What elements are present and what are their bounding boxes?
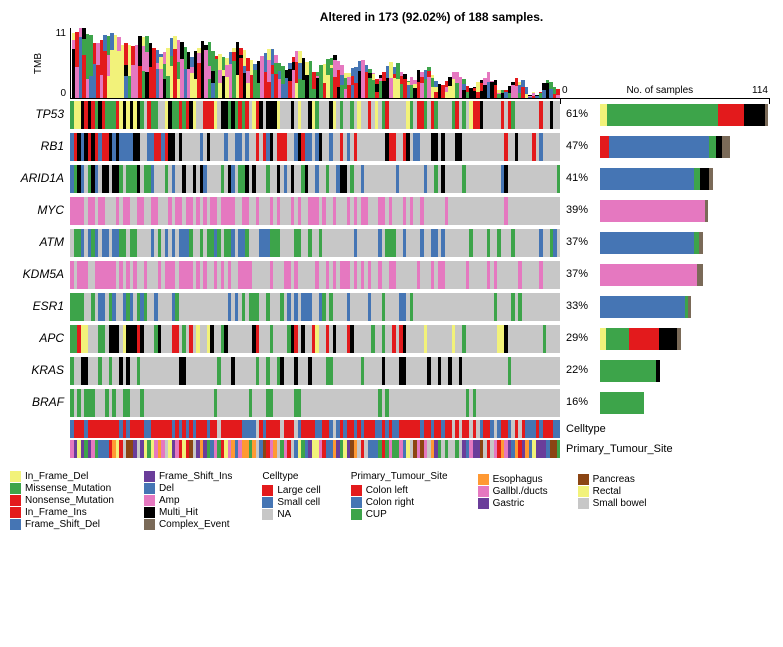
legend-swatch bbox=[262, 485, 273, 496]
legend-swatch bbox=[10, 507, 21, 518]
gene-row bbox=[70, 165, 560, 193]
tmb-barchart bbox=[70, 28, 560, 99]
legend-item: Colon right bbox=[351, 497, 448, 508]
plot-title: Altered in 173 (92.02%) of 188 samples. bbox=[70, 10, 783, 24]
gene-label: MYC bbox=[10, 195, 70, 227]
gene-row bbox=[70, 197, 560, 225]
gene-pct: 47% bbox=[560, 131, 600, 163]
tmb-yaxis: 11 TMB 0 bbox=[10, 28, 70, 99]
gene-row bbox=[70, 293, 560, 321]
legend-item: In_Frame_Ins bbox=[10, 507, 114, 518]
track-label: Celltype bbox=[560, 419, 770, 439]
legend-header: Primary_Tumour_Site bbox=[351, 471, 448, 482]
legend-swatch bbox=[262, 497, 273, 508]
gene-label: ESR1 bbox=[10, 291, 70, 323]
gene-label: BRAF bbox=[10, 387, 70, 419]
legend-swatch bbox=[144, 483, 155, 494]
gene-count-bar bbox=[600, 133, 770, 161]
gene-count-bar bbox=[600, 229, 770, 257]
primary-site-track bbox=[70, 440, 560, 458]
legend-swatch bbox=[351, 485, 362, 496]
legend-swatch bbox=[351, 497, 362, 508]
legend-item: Frame_Shift_Del bbox=[10, 519, 114, 530]
legend-swatch bbox=[10, 483, 21, 494]
gene-count-bar bbox=[600, 197, 770, 225]
gene-row bbox=[70, 261, 560, 289]
gene-row bbox=[70, 357, 560, 385]
gene-label: KDM5A bbox=[10, 259, 70, 291]
legend-item: Gastric bbox=[478, 498, 548, 509]
gene-count-bar bbox=[600, 293, 770, 321]
gene-row bbox=[70, 389, 560, 417]
legend-swatch bbox=[578, 498, 589, 509]
gene-pct: 33% bbox=[560, 291, 600, 323]
legend-swatch bbox=[478, 486, 489, 497]
legend-item: Multi_Hit bbox=[144, 507, 232, 518]
gene-pct: 39% bbox=[560, 195, 600, 227]
legend-item: Complex_Event bbox=[144, 519, 232, 530]
gene-row bbox=[70, 229, 560, 257]
gene-pct: 29% bbox=[560, 323, 600, 355]
legend-item: Rectal bbox=[578, 486, 647, 497]
legend-swatch bbox=[10, 519, 21, 530]
legend-item: CUP bbox=[351, 509, 448, 520]
gene-count-bar bbox=[600, 101, 770, 129]
gene-pct: 61% bbox=[560, 99, 600, 131]
track-label: Primary_Tumour_Site bbox=[560, 439, 770, 459]
gene-pct: 37% bbox=[560, 227, 600, 259]
gene-label: KRAS bbox=[10, 355, 70, 387]
gene-label: ATM bbox=[10, 227, 70, 259]
legend-swatch bbox=[262, 509, 273, 520]
gene-row bbox=[70, 133, 560, 161]
legend-swatch bbox=[10, 495, 21, 506]
gene-label: APC bbox=[10, 323, 70, 355]
legend-swatch bbox=[478, 474, 489, 485]
gene-label: ARID1A bbox=[10, 163, 70, 195]
legend-item: Colon left bbox=[351, 485, 448, 496]
legend-item: In_Frame_Del bbox=[10, 471, 114, 482]
gene-label: TP53 bbox=[10, 99, 70, 131]
legend-swatch bbox=[351, 509, 362, 520]
legend-item: Large cell bbox=[262, 485, 320, 496]
legend-item: Esophagus bbox=[478, 474, 548, 485]
gene-row bbox=[70, 101, 560, 129]
gene-row bbox=[70, 325, 560, 353]
gene-count-bar bbox=[600, 325, 770, 353]
legend-swatch bbox=[578, 486, 589, 497]
legend-item: Pancreas bbox=[578, 474, 647, 485]
gene-count-bar bbox=[600, 389, 770, 417]
legend-item: Nonsense_Mutation bbox=[10, 495, 114, 506]
gene-count-bar bbox=[600, 261, 770, 289]
oncoplot-grid: 11 TMB 0 0No. of samples114 TP53 61% RB1 47… bbox=[10, 28, 783, 459]
legend-item: Small bowel bbox=[578, 498, 647, 509]
gene-count-bar bbox=[600, 165, 770, 193]
samples-axis: 0No. of samples114 bbox=[560, 28, 770, 99]
legend-header: Celltype bbox=[262, 471, 320, 482]
legend-swatch bbox=[478, 498, 489, 509]
legend-item: Missense_Mutation bbox=[10, 483, 114, 494]
legend-swatch bbox=[144, 471, 155, 482]
legend-item: Amp bbox=[144, 495, 232, 506]
gene-count-bar bbox=[600, 357, 770, 385]
gene-label: RB1 bbox=[10, 131, 70, 163]
legend: In_Frame_DelMissense_MutationNonsense_Mu… bbox=[10, 471, 783, 530]
gene-pct: 22% bbox=[560, 355, 600, 387]
gene-pct: 16% bbox=[560, 387, 600, 419]
legend-item: NA bbox=[262, 509, 320, 520]
gene-pct: 37% bbox=[560, 259, 600, 291]
legend-swatch bbox=[144, 519, 155, 530]
legend-item: Small cell bbox=[262, 497, 320, 508]
legend-item: Frame_Shift_Ins bbox=[144, 471, 232, 482]
legend-item: Gallbl./ducts bbox=[478, 486, 548, 497]
celltype-track bbox=[70, 420, 560, 438]
legend-swatch bbox=[578, 474, 589, 485]
legend-swatch bbox=[144, 507, 155, 518]
legend-swatch bbox=[10, 471, 21, 482]
legend-item: Del bbox=[144, 483, 232, 494]
legend-swatch bbox=[144, 495, 155, 506]
gene-pct: 41% bbox=[560, 163, 600, 195]
